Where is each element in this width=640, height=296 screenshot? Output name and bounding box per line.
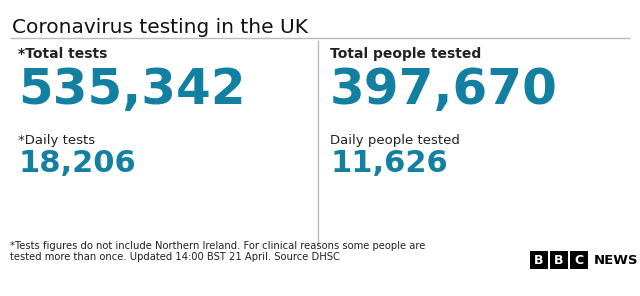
Text: Daily people tested: Daily people tested — [330, 134, 460, 147]
Text: 397,670: 397,670 — [330, 66, 558, 114]
Text: NEWS: NEWS — [594, 253, 639, 266]
Text: tested more than once. Updated 14:00 BST 21 April. Source DHSC: tested more than once. Updated 14:00 BST… — [10, 252, 340, 262]
Text: *Total tests: *Total tests — [18, 47, 108, 61]
Text: Coronavirus testing in the UK: Coronavirus testing in the UK — [12, 18, 308, 37]
Bar — [570, 251, 588, 269]
Bar — [530, 251, 548, 269]
Text: C: C — [575, 253, 584, 266]
Text: 11,626: 11,626 — [330, 149, 448, 178]
Text: B: B — [554, 253, 564, 266]
Text: Total people tested: Total people tested — [330, 47, 481, 61]
Text: *Daily tests: *Daily tests — [18, 134, 95, 147]
Text: 18,206: 18,206 — [18, 149, 136, 178]
Text: B: B — [534, 253, 544, 266]
Bar — [550, 251, 568, 269]
Text: 535,342: 535,342 — [18, 66, 246, 114]
Text: *Tests figures do not include Northern Ireland. For clinical reasons some people: *Tests figures do not include Northern I… — [10, 241, 426, 251]
